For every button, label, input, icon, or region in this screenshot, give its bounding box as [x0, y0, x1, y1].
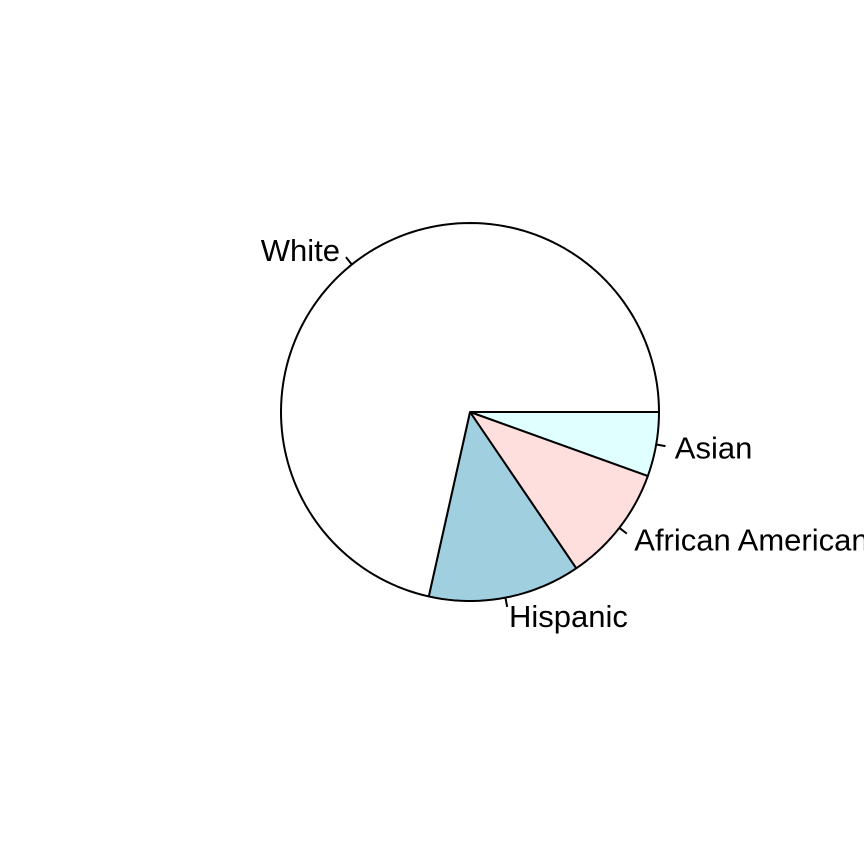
pie-label-ticks — [345, 256, 666, 608]
pie-label-asian: Asian — [675, 431, 753, 466]
pie-label-white: White — [261, 233, 340, 268]
pie-tick-white — [345, 256, 353, 266]
pie-slices — [280, 222, 660, 602]
pie-tick-asian — [656, 443, 666, 448]
pie-slice-white — [280, 222, 660, 598]
pie-labels: Asian African American Hispanic White — [261, 233, 864, 634]
pie-tick-hispanic — [504, 597, 509, 608]
pie-label-african-american: African American — [634, 522, 864, 557]
pie-label-hispanic: Hispanic — [509, 599, 628, 634]
pie-tick-african-american — [618, 527, 628, 535]
